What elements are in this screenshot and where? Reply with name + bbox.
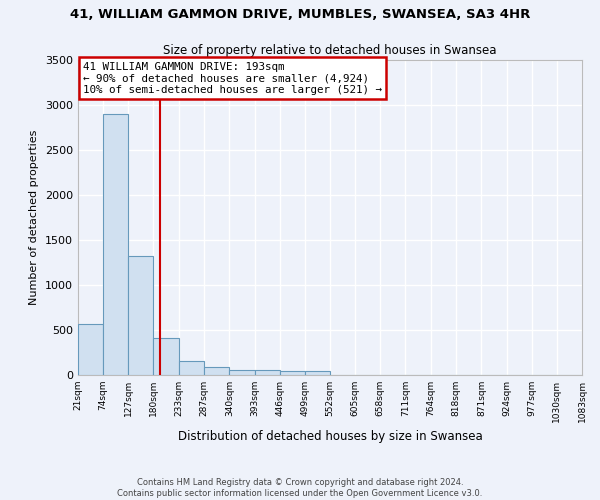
X-axis label: Distribution of detached houses by size in Swansea: Distribution of detached houses by size … bbox=[178, 430, 482, 444]
Bar bbox=[229, 370, 254, 375]
Text: 41, WILLIAM GAMMON DRIVE, MUMBLES, SWANSEA, SA3 4HR: 41, WILLIAM GAMMON DRIVE, MUMBLES, SWANS… bbox=[70, 8, 530, 20]
Bar bbox=[204, 368, 229, 375]
Bar bbox=[305, 371, 330, 375]
Title: Size of property relative to detached houses in Swansea: Size of property relative to detached ho… bbox=[163, 44, 497, 58]
Bar bbox=[128, 256, 154, 375]
Bar bbox=[103, 114, 128, 375]
Text: Contains HM Land Registry data © Crown copyright and database right 2024.
Contai: Contains HM Land Registry data © Crown c… bbox=[118, 478, 482, 498]
Bar bbox=[154, 338, 179, 375]
Y-axis label: Number of detached properties: Number of detached properties bbox=[29, 130, 40, 305]
Bar bbox=[254, 370, 280, 375]
Bar bbox=[280, 371, 305, 375]
Bar bbox=[179, 361, 204, 375]
Bar bbox=[78, 324, 103, 375]
Text: 41 WILLIAM GAMMON DRIVE: 193sqm
← 90% of detached houses are smaller (4,924)
10%: 41 WILLIAM GAMMON DRIVE: 193sqm ← 90% of… bbox=[83, 62, 382, 95]
